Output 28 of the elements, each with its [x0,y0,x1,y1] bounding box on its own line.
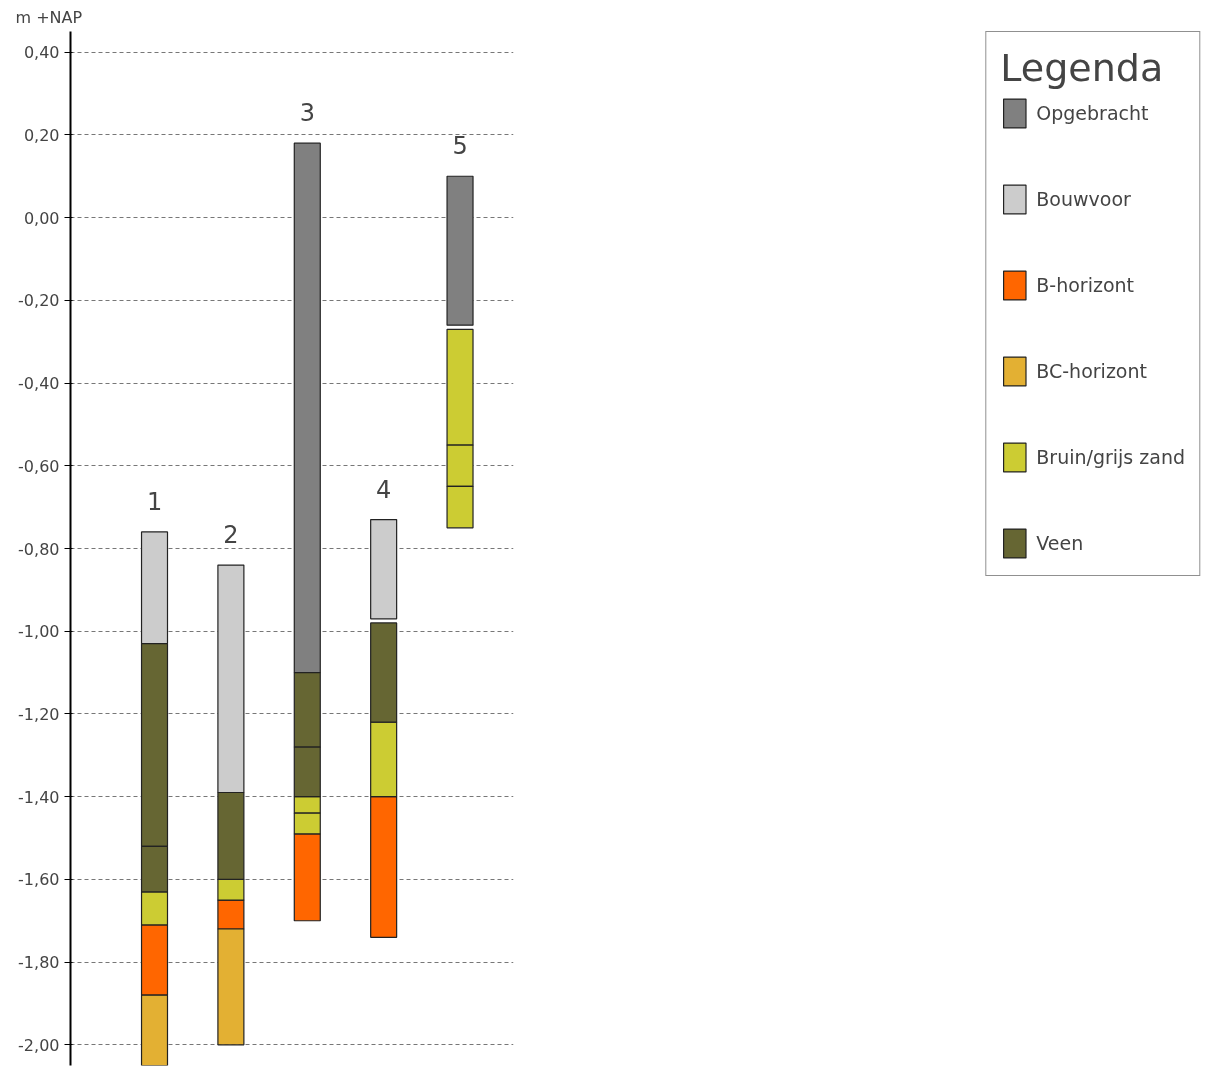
legend-label: B-horizont [1036,274,1135,296]
y-tick-label: -1,60 [18,870,60,890]
y-axis-title: m +NAP [15,7,83,27]
y-tick-label: -0,60 [18,456,60,476]
x-tick-label: 5 [452,132,468,161]
legend-label: Bruin/grijs zand [1036,446,1185,468]
bar [446,175,474,326]
y-tick-label: -0,40 [18,374,60,394]
bar [370,518,398,620]
legend-label: Opgebracht [1036,102,1149,124]
y-tick-label: 0,20 [23,125,60,145]
y-tick-label: 0,00 [23,208,60,228]
legend-label: Veen [1036,532,1084,554]
x-tick-label: 4 [376,475,392,504]
y-tick-label: -1,20 [18,704,60,724]
y-tick-label: -0,20 [18,291,60,311]
y-tick-label: -1,80 [18,953,60,973]
legend-title: Legenda [1000,46,1165,90]
y-tick-label: -1,00 [18,622,60,642]
x-tick-label: 1 [146,487,163,516]
x-tick-label: 3 [299,99,315,128]
y-tick-label: -1,40 [18,787,60,807]
legend-label: BC-horizont [1036,360,1147,382]
legend-label: Bouwvoor [1036,188,1131,210]
y-tick-label: -0,80 [18,539,60,559]
y-tick-label: -2,00 [18,1035,60,1055]
y-tick-label: 0,40 [23,43,60,63]
x-tick-label: 2 [223,521,239,550]
